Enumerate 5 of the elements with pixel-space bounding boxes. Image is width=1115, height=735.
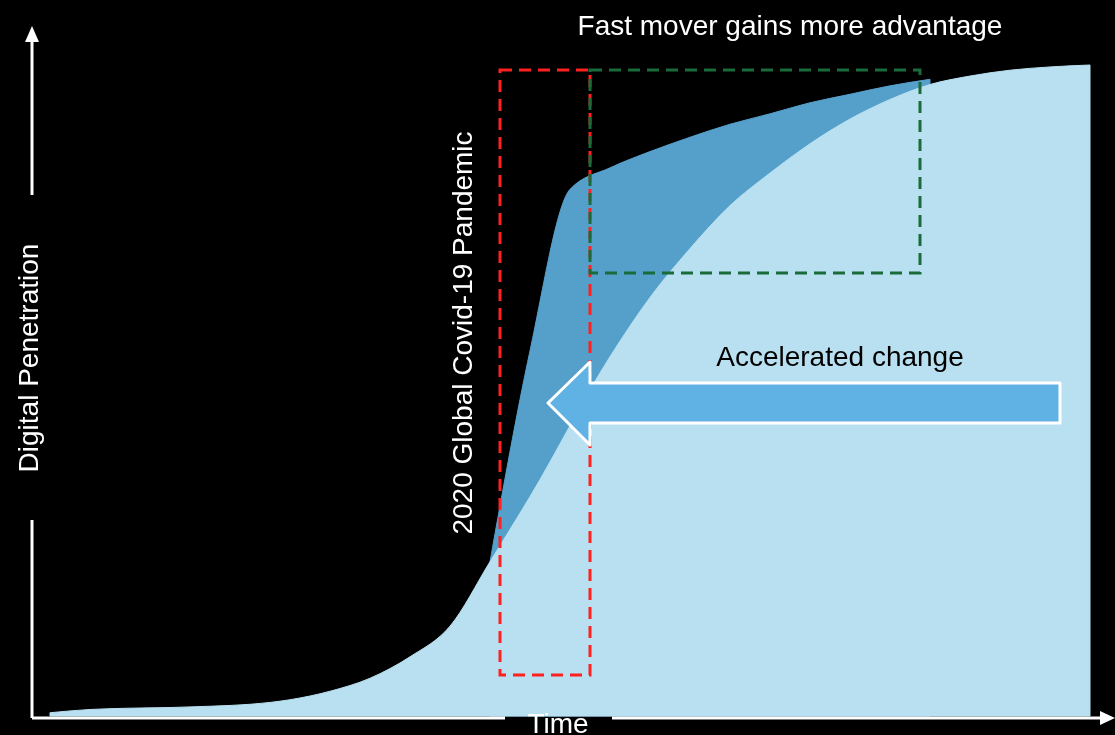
- annotation: Accelerated change: [716, 341, 964, 372]
- y-axis-title: Digital Penetration: [13, 243, 44, 473]
- annotation: 2020 Global Covid-19 Pandemic: [447, 131, 478, 535]
- text: Fast mover gains more advantage: [577, 10, 1003, 41]
- x-axis-title: Time: [527, 708, 589, 735]
